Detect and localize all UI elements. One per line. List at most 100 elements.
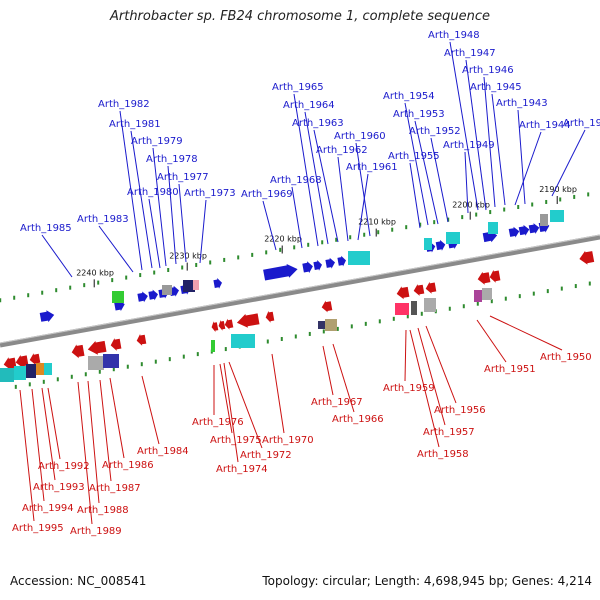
feature-box[interactable] [103,354,119,368]
feature-box[interactable] [488,222,498,234]
reverse-gene-arrow[interactable] [211,321,219,333]
forward-gene-label[interactable]: Arth_1973 [184,188,236,199]
reverse-gene-arrow[interactable] [489,269,501,283]
reverse-gene-label[interactable]: Arth_1995 [12,523,64,534]
forward-gene-label[interactable]: Arth_1964 [283,100,335,111]
reverse-gene-arrow[interactable] [87,340,107,355]
forward-gene-arrow[interactable] [148,289,158,301]
forward-gene-arrow[interactable] [528,223,540,234]
forward-gene-label[interactable]: Arth_1954 [383,91,435,102]
reverse-gene-arrow[interactable] [3,357,17,370]
feature-box[interactable] [211,340,215,352]
forward-gene-arrow[interactable] [337,255,346,267]
reverse-gene-arrow[interactable] [321,300,333,313]
feature-box[interactable] [88,356,104,370]
feature-box[interactable] [550,210,564,222]
feature-box[interactable] [162,285,172,295]
reverse-gene-arrow[interactable] [218,320,226,331]
forward-gene-arrow[interactable] [508,226,520,238]
forward-gene-label[interactable]: Arth_1947 [444,48,496,59]
feature-box[interactable] [348,251,370,265]
forward-gene-label[interactable]: Arth_1982 [98,99,150,110]
reverse-gene-label[interactable]: Arth_1988 [77,505,129,516]
forward-gene-arrow[interactable] [313,260,322,271]
reverse-gene-label[interactable]: Arth_1957 [423,427,475,438]
forward-gene-label[interactable]: Arth_1980 [127,187,179,198]
reverse-gene-label[interactable]: Arth_1951 [484,364,536,375]
reverse-gene-arrow[interactable] [425,281,437,294]
feature-box[interactable] [193,280,199,290]
reverse-gene-label[interactable]: Arth_1992 [38,461,90,472]
feature-box[interactable] [0,368,14,382]
reverse-gene-label[interactable]: Arth_1984 [137,446,189,457]
reverse-gene-arrow[interactable] [236,313,260,328]
forward-gene-label[interactable]: Arth_1965 [272,82,324,93]
forward-gene-label[interactable]: Arth_1955 [388,151,440,162]
feature-box[interactable] [44,363,52,375]
reverse-gene-label[interactable]: Arth_1976 [192,417,244,428]
forward-gene-arrow[interactable] [263,264,298,281]
forward-gene-label[interactable]: Arth_1946 [462,65,514,76]
forward-gene-label[interactable]: Arth_1945 [470,82,522,93]
forward-gene-arrow[interactable] [137,291,148,303]
forward-gene-arrow[interactable] [325,257,335,269]
reverse-gene-label[interactable]: Arth_1966 [332,414,384,425]
feature-box[interactable] [540,214,548,226]
feature-box[interactable] [424,238,432,250]
forward-gene-label[interactable]: Arth_1979 [131,136,183,147]
reverse-gene-arrow[interactable] [396,286,410,300]
reverse-gene-label[interactable]: Arth_1950 [540,352,592,363]
forward-gene-label[interactable]: Arth_1968 [270,175,322,186]
reverse-gene-arrow[interactable] [136,334,147,346]
forward-gene-label[interactable]: Arth_1981 [109,119,161,130]
feature-box[interactable] [112,291,124,303]
forward-gene-label[interactable]: Arth_1969 [241,189,293,200]
reverse-gene-arrow[interactable] [71,344,85,359]
feature-box[interactable] [474,290,482,302]
feature-box[interactable] [14,366,26,380]
feature-box[interactable] [325,319,337,331]
feature-box[interactable] [482,288,492,300]
forward-gene-label[interactable]: Arth_1949 [443,140,495,151]
reverse-gene-label[interactable]: Arth_1958 [417,449,469,460]
feature-box[interactable] [424,298,436,312]
forward-gene-label[interactable]: Arth_1952 [409,126,461,137]
forward-gene-label[interactable]: Arth_1978 [146,154,198,165]
forward-gene-arrow[interactable] [302,261,313,274]
forward-gene-label[interactable]: Arth_1985 [20,223,72,234]
forward-gene-label[interactable]: Arth_1960 [334,131,386,142]
reverse-gene-arrow[interactable] [265,310,275,323]
forward-gene-label[interactable]: Arth_1953 [393,109,445,120]
forward-gene-label[interactable]: Arth_1961 [346,162,398,173]
reverse-gene-label[interactable]: Arth_1994 [22,503,74,514]
feature-box[interactable] [183,280,195,292]
reverse-gene-arrow[interactable] [29,353,41,365]
reverse-gene-label[interactable]: Arth_1967 [311,397,363,408]
feature-box[interactable] [36,363,44,375]
feature-box[interactable] [26,364,36,378]
reverse-gene-arrow[interactable] [110,338,122,351]
reverse-gene-label[interactable]: Arth_1974 [216,464,268,475]
feature-box[interactable] [318,321,326,329]
reverse-gene-label[interactable]: Arth_1993 [33,482,85,493]
feature-box[interactable] [231,334,255,348]
forward-gene-arrow[interactable] [39,310,55,323]
reverse-gene-label[interactable]: Arth_1987 [89,483,141,494]
feature-box[interactable] [411,301,417,315]
forward-gene-label[interactable]: Arth_1983 [77,214,129,225]
reverse-gene-arrow[interactable] [413,284,425,296]
reverse-gene-arrow[interactable] [224,318,234,330]
reverse-gene-arrow[interactable] [579,250,595,265]
reverse-gene-label[interactable]: Arth_1959 [383,383,435,394]
forward-gene-label[interactable]: Arth_1943 [496,98,548,109]
reverse-gene-arrow[interactable] [477,271,491,285]
reverse-gene-label[interactable]: Arth_1989 [70,526,122,537]
feature-box[interactable] [446,232,460,244]
reverse-gene-label[interactable]: Arth_1956 [434,405,486,416]
forward-gene-label[interactable]: Arth_1962 [316,145,368,156]
forward-gene-label[interactable]: Arth_1977 [157,172,209,183]
forward-gene-arrow[interactable] [213,278,222,289]
reverse-gene-arrow[interactable] [15,355,29,368]
feature-box[interactable] [395,303,409,315]
reverse-gene-label[interactable]: Arth_1986 [102,460,154,471]
